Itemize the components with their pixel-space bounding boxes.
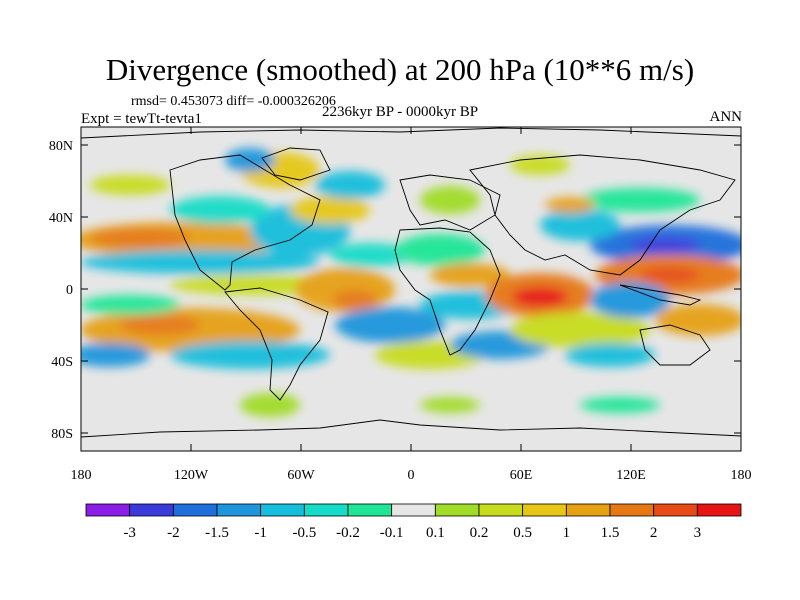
colorbar-swatch bbox=[391, 503, 436, 517]
colorbar-swatch bbox=[696, 503, 742, 517]
colorbar-swatch bbox=[609, 503, 655, 517]
colorbar-label: -2 bbox=[167, 525, 180, 541]
x-tick-label: 180 bbox=[71, 468, 92, 483]
colorbar-label: 0.2 bbox=[470, 525, 489, 541]
colorbar-label: -0.2 bbox=[336, 525, 360, 541]
colorbar-swatch bbox=[260, 503, 305, 517]
stats-line: rmsd= 0.453073 diff= -0.000326206 bbox=[131, 94, 336, 109]
colorbar-label: -1.5 bbox=[205, 525, 229, 541]
colorbar-label: -1 bbox=[254, 525, 267, 541]
colorbar-label: -0.5 bbox=[292, 525, 316, 541]
y-tick-label: 80N bbox=[49, 139, 73, 154]
colorbar-swatch bbox=[565, 503, 611, 517]
y-tick-label: 40N bbox=[49, 211, 73, 226]
colorbar-swatch bbox=[172, 503, 218, 517]
x-axis: 180 120W 60W 0 60E 120E 180 bbox=[71, 127, 752, 483]
x-tick-label: 120E bbox=[616, 468, 646, 483]
colorbar-swatch bbox=[303, 503, 349, 517]
colorbar-label: 1.5 bbox=[601, 525, 620, 541]
x-tick-label: 60W bbox=[287, 468, 315, 483]
colorbar-swatch bbox=[216, 503, 262, 517]
colorbar-label: 2 bbox=[650, 525, 658, 541]
x-tick-label: 180 bbox=[731, 468, 752, 483]
colorbar-label: 3 bbox=[694, 525, 702, 541]
plot-title: Divergence (smoothed) at 200 hPa (10**6 … bbox=[105, 52, 695, 87]
x-tick-label: 60E bbox=[510, 468, 533, 483]
colorbar-swatch bbox=[85, 503, 131, 517]
colorbar-label: -3 bbox=[123, 525, 136, 541]
colorbar-swatch bbox=[522, 503, 567, 517]
y-tick-label: 0 bbox=[66, 283, 73, 298]
colorbar-label: 0.5 bbox=[513, 525, 532, 541]
y-tick-label: 80S bbox=[51, 427, 73, 442]
x-tick-label: 120W bbox=[174, 468, 209, 483]
colorbar-swatch bbox=[347, 503, 393, 517]
colorbar: -3 -2 -1.5 -1 -0.5 -0.2 -0.1 0.1 0.2 0.5 1 1.5 2 3 bbox=[85, 503, 742, 541]
season-label: ANN bbox=[709, 109, 743, 125]
coastlines bbox=[81, 127, 741, 438]
colorbar-swatch bbox=[434, 503, 480, 517]
divergence-field bbox=[81, 127, 741, 438]
colorbar-swatch bbox=[653, 503, 698, 517]
colorbar-label: 1 bbox=[563, 525, 571, 541]
colorbar-swatch bbox=[129, 503, 174, 517]
y-axis: 80N 40N 0 40S 80S bbox=[49, 139, 741, 442]
colorbar-swatch bbox=[478, 503, 524, 517]
y-tick-label: 40S bbox=[51, 355, 73, 370]
x-tick-label: 0 bbox=[408, 468, 415, 483]
experiment-label: Expt = tewTt-tevta1 bbox=[81, 111, 202, 127]
colorbar-label: -0.1 bbox=[380, 525, 404, 541]
period-label: 2236kyr BP - 0000kyr BP bbox=[322, 104, 479, 120]
map-panel bbox=[80, 126, 742, 452]
colorbar-label: 0.1 bbox=[426, 525, 445, 541]
